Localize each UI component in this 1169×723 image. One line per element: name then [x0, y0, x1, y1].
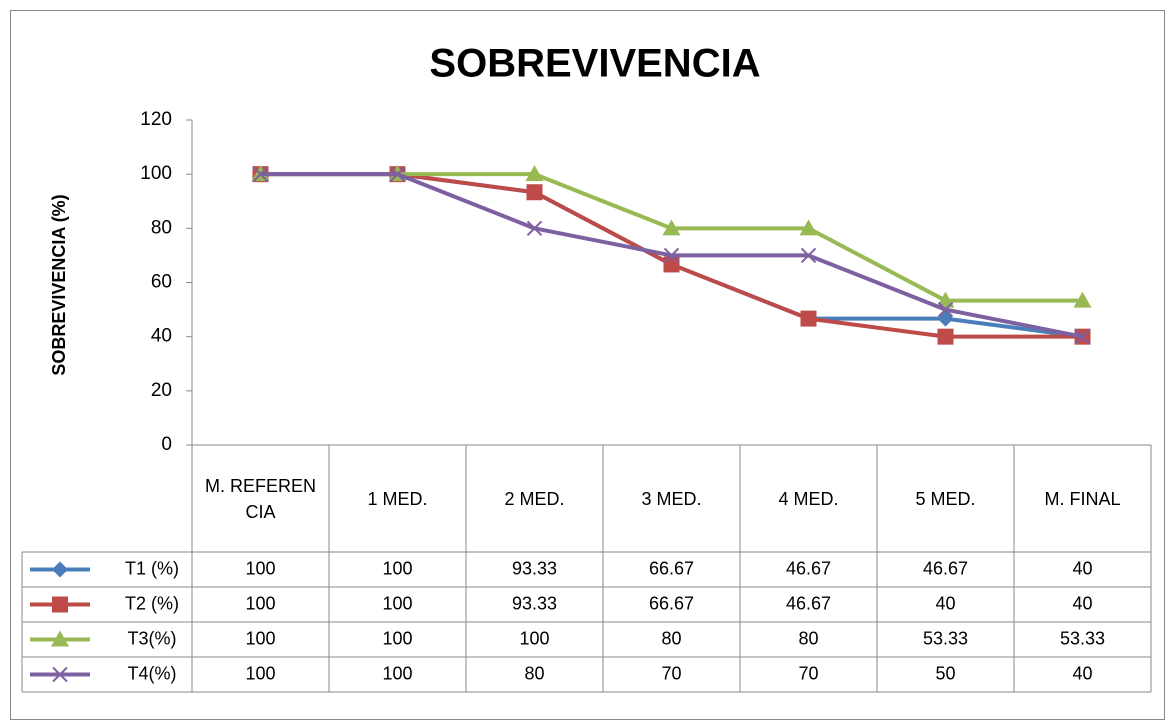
legend-marker: [52, 666, 68, 683]
legend-marker: [52, 561, 68, 578]
marker: [937, 301, 954, 318]
table-value: 80: [524, 663, 544, 683]
x-tick-label-box: 4 MED.: [778, 488, 839, 509]
marker: [252, 166, 269, 182]
x-tick-label: 5 MED.: [915, 488, 976, 509]
table-value: 100: [382, 558, 412, 578]
marker: [1073, 291, 1092, 308]
x-tick-label: M. FINAL: [1044, 488, 1121, 509]
y-tick-label: 100: [140, 163, 172, 184]
marker: [663, 247, 680, 264]
x-tick-label-box: M. REFERENCIA: [204, 475, 316, 522]
table-value: 40: [1072, 593, 1092, 613]
table-value: 93.33: [512, 558, 557, 578]
x-tick-label: 1 MED.: [367, 488, 428, 509]
x-tick-label-box: M. FINAL: [1044, 488, 1121, 509]
x-tick-label: M. REFERENCIA: [204, 475, 316, 522]
marker: [526, 220, 543, 237]
marker: [662, 219, 681, 236]
legend-marker: [51, 630, 69, 647]
legend-label: T2 (%): [125, 593, 179, 613]
table-value: 46.67: [923, 558, 968, 578]
marker: [389, 166, 406, 182]
marker: [663, 256, 680, 273]
table-value: 66.67: [649, 593, 694, 613]
y-tick-label: 40: [151, 326, 172, 347]
y-tick-label: 0: [161, 434, 172, 455]
table-value: 46.67: [786, 593, 831, 613]
table-value: 53.33: [1060, 628, 1105, 648]
chart-border: [10, 10, 1165, 720]
table-value: 70: [661, 663, 681, 683]
table-value: 100: [245, 558, 275, 578]
table-value: 40: [935, 593, 955, 613]
y-axis-label: SOBREVIVENCIA (%): [49, 194, 69, 375]
marker: [937, 328, 954, 345]
x-tick-label-box: 1 MED.: [367, 488, 428, 509]
legend-label: T1 (%): [125, 558, 179, 578]
chart-title: SOBREVIVENCIA: [429, 42, 760, 86]
table-value: 100: [382, 663, 412, 683]
x-tick-label: 2 MED.: [504, 488, 565, 509]
marker: [799, 219, 818, 236]
table-value: 100: [245, 593, 275, 613]
table-value: 53.33: [923, 628, 968, 648]
y-tick-label: 20: [151, 380, 172, 401]
table-value: 100: [245, 628, 275, 648]
marker: [936, 291, 955, 308]
marker: [525, 165, 544, 182]
x-tick-label-box: 5 MED.: [915, 488, 976, 509]
table-value: 100: [519, 628, 549, 648]
table-value: 93.33: [512, 593, 557, 613]
y-tick-label: 120: [140, 109, 172, 130]
legend-label: T3(%): [128, 628, 177, 648]
marker: [526, 184, 543, 201]
x-tick-label: 4 MED.: [778, 488, 839, 509]
x-tick-label-box: 3 MED.: [641, 488, 702, 509]
marker: [800, 310, 817, 327]
legend-label: T4(%): [128, 663, 177, 683]
table-value: 80: [798, 628, 818, 648]
table-value: 80: [661, 628, 681, 648]
table-value: 40: [1072, 558, 1092, 578]
table-value: 70: [798, 663, 818, 683]
y-tick-label: 60: [151, 272, 172, 293]
table-value: 46.67: [786, 558, 831, 578]
table-value: 40: [1072, 663, 1092, 683]
table-value: 100: [245, 663, 275, 683]
table-value: 66.67: [649, 558, 694, 578]
marker: [1074, 328, 1091, 345]
x-tick-label-box: 2 MED.: [504, 488, 565, 509]
legend-marker: [52, 596, 68, 613]
table-value: 100: [382, 628, 412, 648]
x-tick-label: 3 MED.: [641, 488, 702, 509]
marker: [800, 247, 817, 264]
table-value: 50: [935, 663, 955, 683]
y-tick-label: 80: [151, 217, 172, 238]
table-value: 100: [382, 593, 412, 613]
